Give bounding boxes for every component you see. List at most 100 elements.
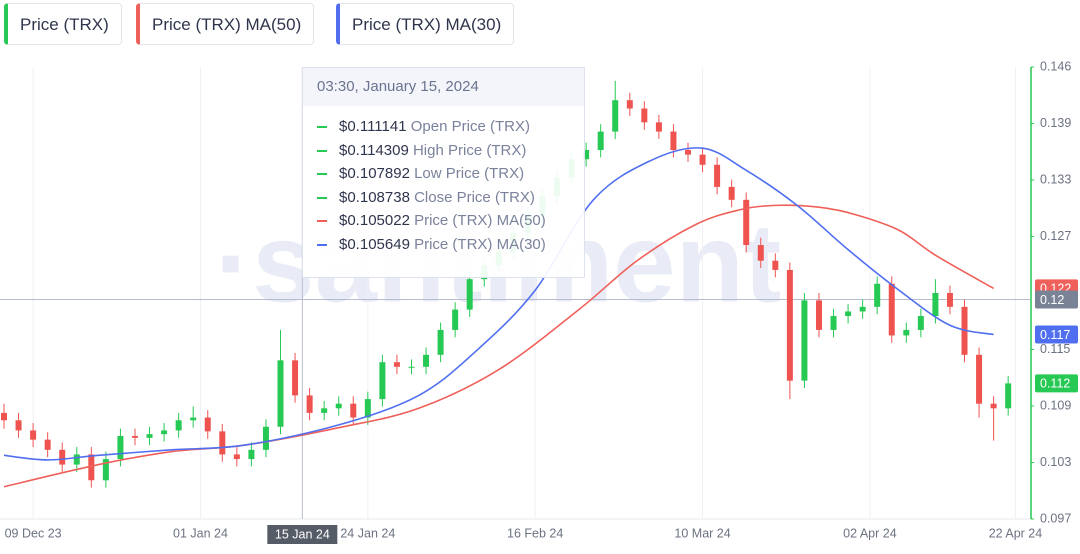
candle-body bbox=[131, 435, 138, 438]
x-tick-label: 16 Feb 24 bbox=[507, 526, 563, 540]
candle-body bbox=[219, 431, 226, 455]
candle-body bbox=[248, 449, 255, 460]
tooltip-row: $0.107892 Low Price (TRX) bbox=[303, 162, 584, 186]
crosshair-y-label: 0.12 bbox=[1040, 293, 1064, 307]
candle-body bbox=[1, 412, 7, 421]
x-tick-label: 09 Dec 23 bbox=[5, 526, 62, 540]
candle-body bbox=[859, 306, 866, 312]
tooltip-swatch bbox=[317, 243, 327, 246]
tooltip-row: $0.105649 Price (TRX) MA(30) bbox=[303, 233, 584, 257]
candle-body bbox=[306, 395, 313, 413]
tooltip-swatch bbox=[317, 173, 327, 176]
tooltip-value: $0.107892 bbox=[339, 165, 410, 182]
candle-body bbox=[757, 245, 764, 261]
candle-body bbox=[655, 122, 662, 132]
candle-body bbox=[626, 100, 633, 109]
candle-body bbox=[321, 408, 328, 413]
tooltip-value: $0.108738 bbox=[339, 188, 410, 206]
candle-body bbox=[612, 100, 619, 132]
y-tick-label: 0.109 bbox=[1040, 398, 1071, 412]
legend-item[interactable]: Price (TRX) bbox=[4, 3, 122, 45]
candle-body bbox=[452, 309, 459, 330]
candle-body bbox=[233, 454, 240, 460]
candle-body bbox=[1005, 383, 1012, 409]
tooltip-swatch bbox=[317, 126, 327, 129]
y-tick-label: 0.133 bbox=[1040, 172, 1071, 186]
x-tick-label: 02 Apr 24 bbox=[843, 526, 897, 540]
candle-body bbox=[685, 150, 691, 155]
candle-body bbox=[292, 360, 299, 396]
legend-item[interactable]: Price (TRX) MA(50) bbox=[136, 3, 315, 45]
candle-body bbox=[117, 435, 124, 460]
candle-body bbox=[204, 417, 211, 432]
tooltip-swatch bbox=[317, 196, 327, 199]
y-tick-label: 0.127 bbox=[1040, 229, 1071, 243]
candle-body bbox=[728, 186, 735, 200]
candle-body bbox=[102, 459, 109, 481]
tooltip-row: $0.108738 Close Price (TRX) bbox=[303, 186, 584, 210]
candle-body bbox=[393, 362, 400, 367]
tooltip: 03:30, January 15, 2024 $0.111141 Open P… bbox=[302, 67, 585, 278]
tooltip-row: $0.111141 Open Price (TRX) bbox=[303, 115, 584, 139]
candle-body bbox=[30, 430, 37, 440]
candle-body bbox=[830, 316, 837, 330]
tooltip-name: Open Price (TRX) bbox=[410, 118, 530, 135]
candle-body bbox=[743, 199, 750, 246]
candle-body bbox=[423, 354, 430, 367]
value-badge-label: 0.112 bbox=[1040, 377, 1070, 391]
candle-body bbox=[976, 354, 983, 404]
tooltip-name: Low Price (TRX) bbox=[414, 165, 525, 182]
candle-body bbox=[277, 360, 284, 427]
candle-body bbox=[583, 150, 590, 160]
x-tick-label: 22 Apr 24 bbox=[989, 526, 1043, 540]
value-badge bbox=[1035, 325, 1078, 344]
tooltip-name: Price (TRX) MA(30) bbox=[414, 235, 546, 253]
x-tick-label: 24 Jan 24 bbox=[340, 526, 395, 540]
candle-body bbox=[437, 329, 444, 355]
candle-body bbox=[990, 403, 997, 409]
crosshair-x-label: 15 Jan 24 bbox=[275, 527, 330, 541]
tooltip-swatch bbox=[317, 220, 327, 223]
candle-body bbox=[88, 454, 95, 481]
candle-body bbox=[364, 399, 371, 418]
candle-body bbox=[408, 366, 415, 368]
tooltip-value: $0.114309 bbox=[339, 141, 409, 159]
candle-body bbox=[714, 164, 721, 187]
candle-body bbox=[73, 454, 80, 465]
y-tick-label: 0.115 bbox=[1040, 342, 1070, 356]
tooltip-row: $0.114309 High Price (TRX) bbox=[303, 139, 584, 163]
x-tick-label: 01 Jan 24 bbox=[173, 526, 228, 540]
candle-body bbox=[15, 420, 22, 431]
tooltip-name: Price (TRX) MA(50) bbox=[414, 212, 546, 229]
candle-body bbox=[161, 430, 168, 435]
candle-body bbox=[670, 131, 677, 151]
candle-body bbox=[335, 403, 342, 409]
x-tick-label: 10 Mar 24 bbox=[674, 526, 730, 540]
y-tick-label: 0.146 bbox=[1040, 59, 1071, 73]
legend-item[interactable]: Price (TRX) MA(30) bbox=[336, 3, 515, 45]
y-tick-label: 0.103 bbox=[1040, 455, 1071, 469]
tooltip-title: 03:30, January 15, 2024 bbox=[303, 68, 584, 106]
candle-body bbox=[801, 300, 808, 381]
tooltip-value: $0.105649 bbox=[339, 235, 410, 253]
candle-body bbox=[146, 434, 153, 438]
tooltip-name: Close Price (TRX) bbox=[414, 188, 535, 206]
y-tick-label: 0.097 bbox=[1040, 511, 1071, 525]
y-tick-label: 0.139 bbox=[1040, 116, 1071, 130]
candle-body bbox=[815, 300, 822, 330]
value-badge-label: 0.117 bbox=[1040, 328, 1070, 342]
candle-body bbox=[44, 439, 51, 450]
candle-body bbox=[466, 279, 473, 310]
candle-body bbox=[845, 311, 852, 317]
candle-body bbox=[874, 283, 881, 307]
candle-body bbox=[917, 316, 924, 330]
candle-body bbox=[350, 403, 357, 418]
tooltip-swatch bbox=[317, 149, 327, 152]
candle-body bbox=[262, 426, 269, 450]
candle-body bbox=[59, 449, 66, 465]
crosshair-y-badge bbox=[1035, 290, 1078, 309]
tooltip-rows: $0.111141 Open Price (TRX) $0.114309 High… bbox=[303, 106, 584, 256]
candle-body bbox=[946, 293, 953, 307]
candle-body bbox=[190, 417, 197, 421]
candle-body bbox=[175, 420, 182, 431]
